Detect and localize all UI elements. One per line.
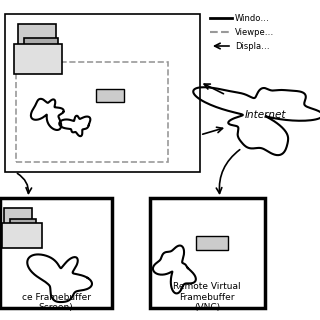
Bar [196,236,228,250]
Bar [24,38,58,62]
Bar [14,44,62,74]
Bar [0,198,112,308]
Text: ce Framebuffer
Screen): ce Framebuffer Screen) [21,292,91,312]
Text: Displa…: Displa… [235,42,270,51]
Bar [18,24,56,52]
Bar [4,208,32,230]
Text: Remote Virtual
Framebuffer
(VNC): Remote Virtual Framebuffer (VNC) [173,282,241,312]
Bar [5,14,200,172]
Bar [16,62,168,162]
Bar [150,198,265,308]
Bar [2,223,42,248]
Bar [96,89,124,102]
Bar [10,219,36,238]
Text: Windo…: Windo… [235,13,270,22]
Text: Viewpe…: Viewpe… [235,28,274,36]
Text: Internet: Internet [244,110,286,120]
